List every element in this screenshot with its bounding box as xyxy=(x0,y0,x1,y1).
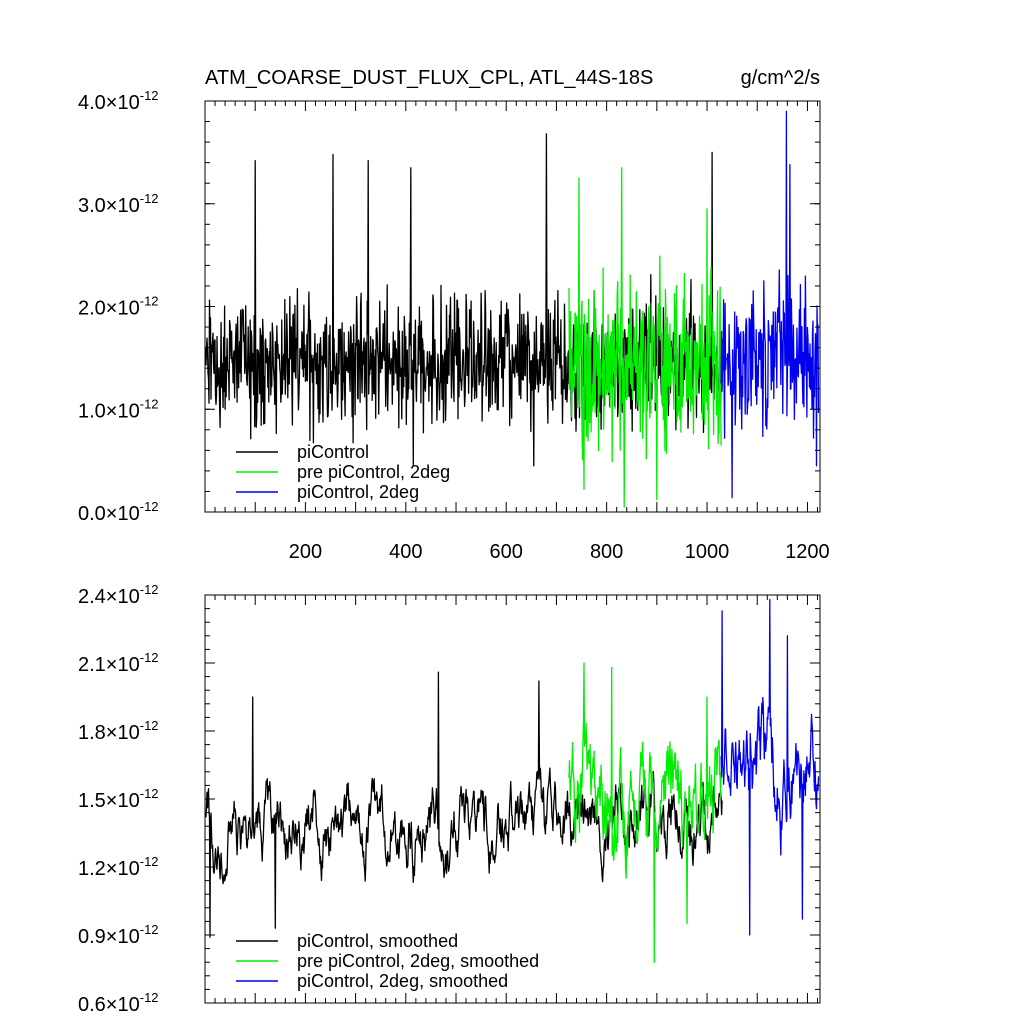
y-tick-label: 0.9×10-12 xyxy=(78,922,159,948)
y-tick-label: 2.0×10-12 xyxy=(78,294,159,320)
units-label: g/cm^2/s xyxy=(741,67,820,89)
y-tick-label: 0.6×10-12 xyxy=(78,990,159,1016)
series-line-picontrol xyxy=(205,133,723,467)
series-line-picontrol-2deg xyxy=(720,110,820,499)
y-tick-label: 4.0×10-12 xyxy=(78,88,159,114)
legend-label: piControl, smoothed xyxy=(297,931,458,951)
series-group xyxy=(205,110,820,508)
legend-label: pre piControl, 2deg, smoothed xyxy=(297,951,539,971)
series-line-picontrol-2deg-smoothed xyxy=(720,598,820,936)
y-tick-label: 1.8×10-12 xyxy=(78,718,159,744)
legend-label: piControl, 2deg xyxy=(297,482,419,502)
y-tick-label: 3.0×10-12 xyxy=(78,191,159,217)
y-tick-label: 2.1×10-12 xyxy=(78,650,159,676)
x-tick-label: 800 xyxy=(590,541,623,563)
x-tick-label: 600 xyxy=(490,541,523,563)
series-line-pre-picontrol-2deg xyxy=(568,167,722,508)
x-tick-label: 400 xyxy=(389,541,422,563)
y-tick-label: 1.5×10-12 xyxy=(78,786,159,812)
series-group xyxy=(205,598,820,963)
chart-panel-2: 0.6×10-12 0.9×10-12 1.2×10-12 1.5×10-12 1.8×… xyxy=(78,582,821,1016)
y-tick-label: 0.0×10-12 xyxy=(78,499,159,525)
legend-label: pre piControl, 2deg xyxy=(297,462,450,482)
chart-panel-1: 200 400 600 800 1000 1200 0.0×10-12 1.0×10-12 2.… xyxy=(78,67,830,563)
legend-label: piControl, 2deg, smoothed xyxy=(297,971,508,991)
y-tick-label: 1.2×10-12 xyxy=(78,854,159,880)
series-line-pre-picontrol-2deg-smoothed xyxy=(568,662,722,963)
y-tick-label: 1.0×10-12 xyxy=(78,396,159,422)
x-tick-label: 1000 xyxy=(685,541,730,563)
x-tick-label: 1200 xyxy=(785,541,830,563)
chart-title: ATM_COARSE_DUST_FLUX_CPL, ATL_44S-18S xyxy=(205,67,653,89)
legend-label: piControl xyxy=(297,442,369,462)
x-tick-label: 200 xyxy=(289,541,322,563)
series-line-picontrol-smoothed xyxy=(205,671,723,938)
y-tick-label: 2.4×10-12 xyxy=(78,582,159,608)
